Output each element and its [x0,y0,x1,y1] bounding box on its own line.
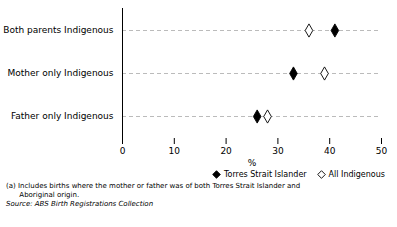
svg-text:0: 0 [120,146,126,156]
html-text:(a) Includes births where the: (a) Includes births where the mother or … [6,182,301,190]
svg-text:40: 40 [324,146,336,156]
html-text:Aboriginal origin.: Aboriginal origin. [6,191,80,199]
html-text:Source: ABS Birth Registration: Source: ABS Birth Registrations Collecti… [6,200,154,208]
svg-text:%: % [248,158,257,168]
svg-text:50: 50 [376,146,388,156]
svg-text:20: 20 [220,146,232,156]
svg-text:10: 10 [169,146,181,156]
svg-text:Father only Indigenous: Father only Indigenous [11,111,114,121]
html-text:All Indigenous: All Indigenous [328,169,385,179]
svg-text:30: 30 [272,146,284,156]
html-text:Torres Strait Islander: Torres Strait Islander [224,169,307,179]
svg-text:Mother only Indigenous: Mother only Indigenous [8,68,114,78]
svg-text:Both parents Indigenous: Both parents Indigenous [3,25,114,35]
